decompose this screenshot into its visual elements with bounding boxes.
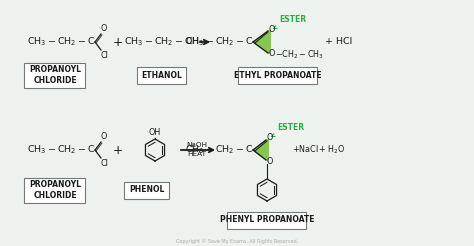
Text: ESTER: ESTER bbox=[273, 15, 306, 29]
Text: HEAT: HEAT bbox=[188, 151, 207, 157]
Text: O: O bbox=[101, 24, 108, 33]
Text: Cl: Cl bbox=[101, 159, 109, 168]
Polygon shape bbox=[253, 29, 271, 55]
Text: O: O bbox=[267, 157, 273, 167]
FancyBboxPatch shape bbox=[25, 178, 85, 202]
Text: ESTER: ESTER bbox=[272, 123, 304, 137]
Text: O: O bbox=[269, 49, 275, 59]
Text: PHENYL PROPANOATE: PHENYL PROPANOATE bbox=[220, 215, 314, 225]
Text: O: O bbox=[267, 134, 273, 142]
Text: $\mathregular{CH_3-CH_2-C}$: $\mathregular{CH_3-CH_2-C}$ bbox=[185, 36, 253, 48]
Text: PHENOL: PHENOL bbox=[129, 185, 164, 195]
Text: $\mathregular{+ NaCl + H_2O}$: $\mathregular{+ NaCl + H_2O}$ bbox=[292, 144, 345, 156]
Text: $\mathregular{CH_3-CH_2-C}$: $\mathregular{CH_3-CH_2-C}$ bbox=[185, 144, 253, 156]
FancyBboxPatch shape bbox=[125, 182, 170, 199]
Text: + HCl: + HCl bbox=[325, 37, 352, 46]
Text: NaOH: NaOH bbox=[186, 142, 208, 148]
Text: $\mathregular{CH_3-CH_2-C}$: $\mathregular{CH_3-CH_2-C}$ bbox=[27, 36, 95, 48]
Text: +: + bbox=[113, 143, 123, 156]
FancyBboxPatch shape bbox=[25, 62, 85, 88]
FancyBboxPatch shape bbox=[228, 212, 307, 229]
Polygon shape bbox=[253, 138, 269, 162]
Text: ETHANOL: ETHANOL bbox=[142, 71, 182, 79]
Text: OH: OH bbox=[149, 128, 161, 137]
Text: PROPANOYL
CHLORIDE: PROPANOYL CHLORIDE bbox=[29, 180, 81, 200]
Text: Cl: Cl bbox=[101, 51, 109, 60]
FancyBboxPatch shape bbox=[137, 66, 186, 83]
Text: ETHYL PROPANOATE: ETHYL PROPANOATE bbox=[234, 71, 322, 79]
Text: +: + bbox=[113, 35, 123, 48]
FancyBboxPatch shape bbox=[238, 66, 318, 83]
Text: O: O bbox=[269, 26, 275, 34]
Text: O: O bbox=[101, 132, 108, 141]
Text: Copyright © Save My Exams. All Rights Reserved.: Copyright © Save My Exams. All Rights Re… bbox=[176, 238, 298, 244]
Text: $\mathregular{CH_3-CH_2-OH}$: $\mathregular{CH_3-CH_2-OH}$ bbox=[124, 36, 200, 48]
Text: $\mathregular{-CH_2-CH_3}$: $\mathregular{-CH_2-CH_3}$ bbox=[275, 49, 324, 61]
Text: $\mathregular{CH_3-CH_2-C}$: $\mathregular{CH_3-CH_2-C}$ bbox=[27, 144, 95, 156]
Text: PROPANOYL
CHLORIDE: PROPANOYL CHLORIDE bbox=[29, 65, 81, 85]
